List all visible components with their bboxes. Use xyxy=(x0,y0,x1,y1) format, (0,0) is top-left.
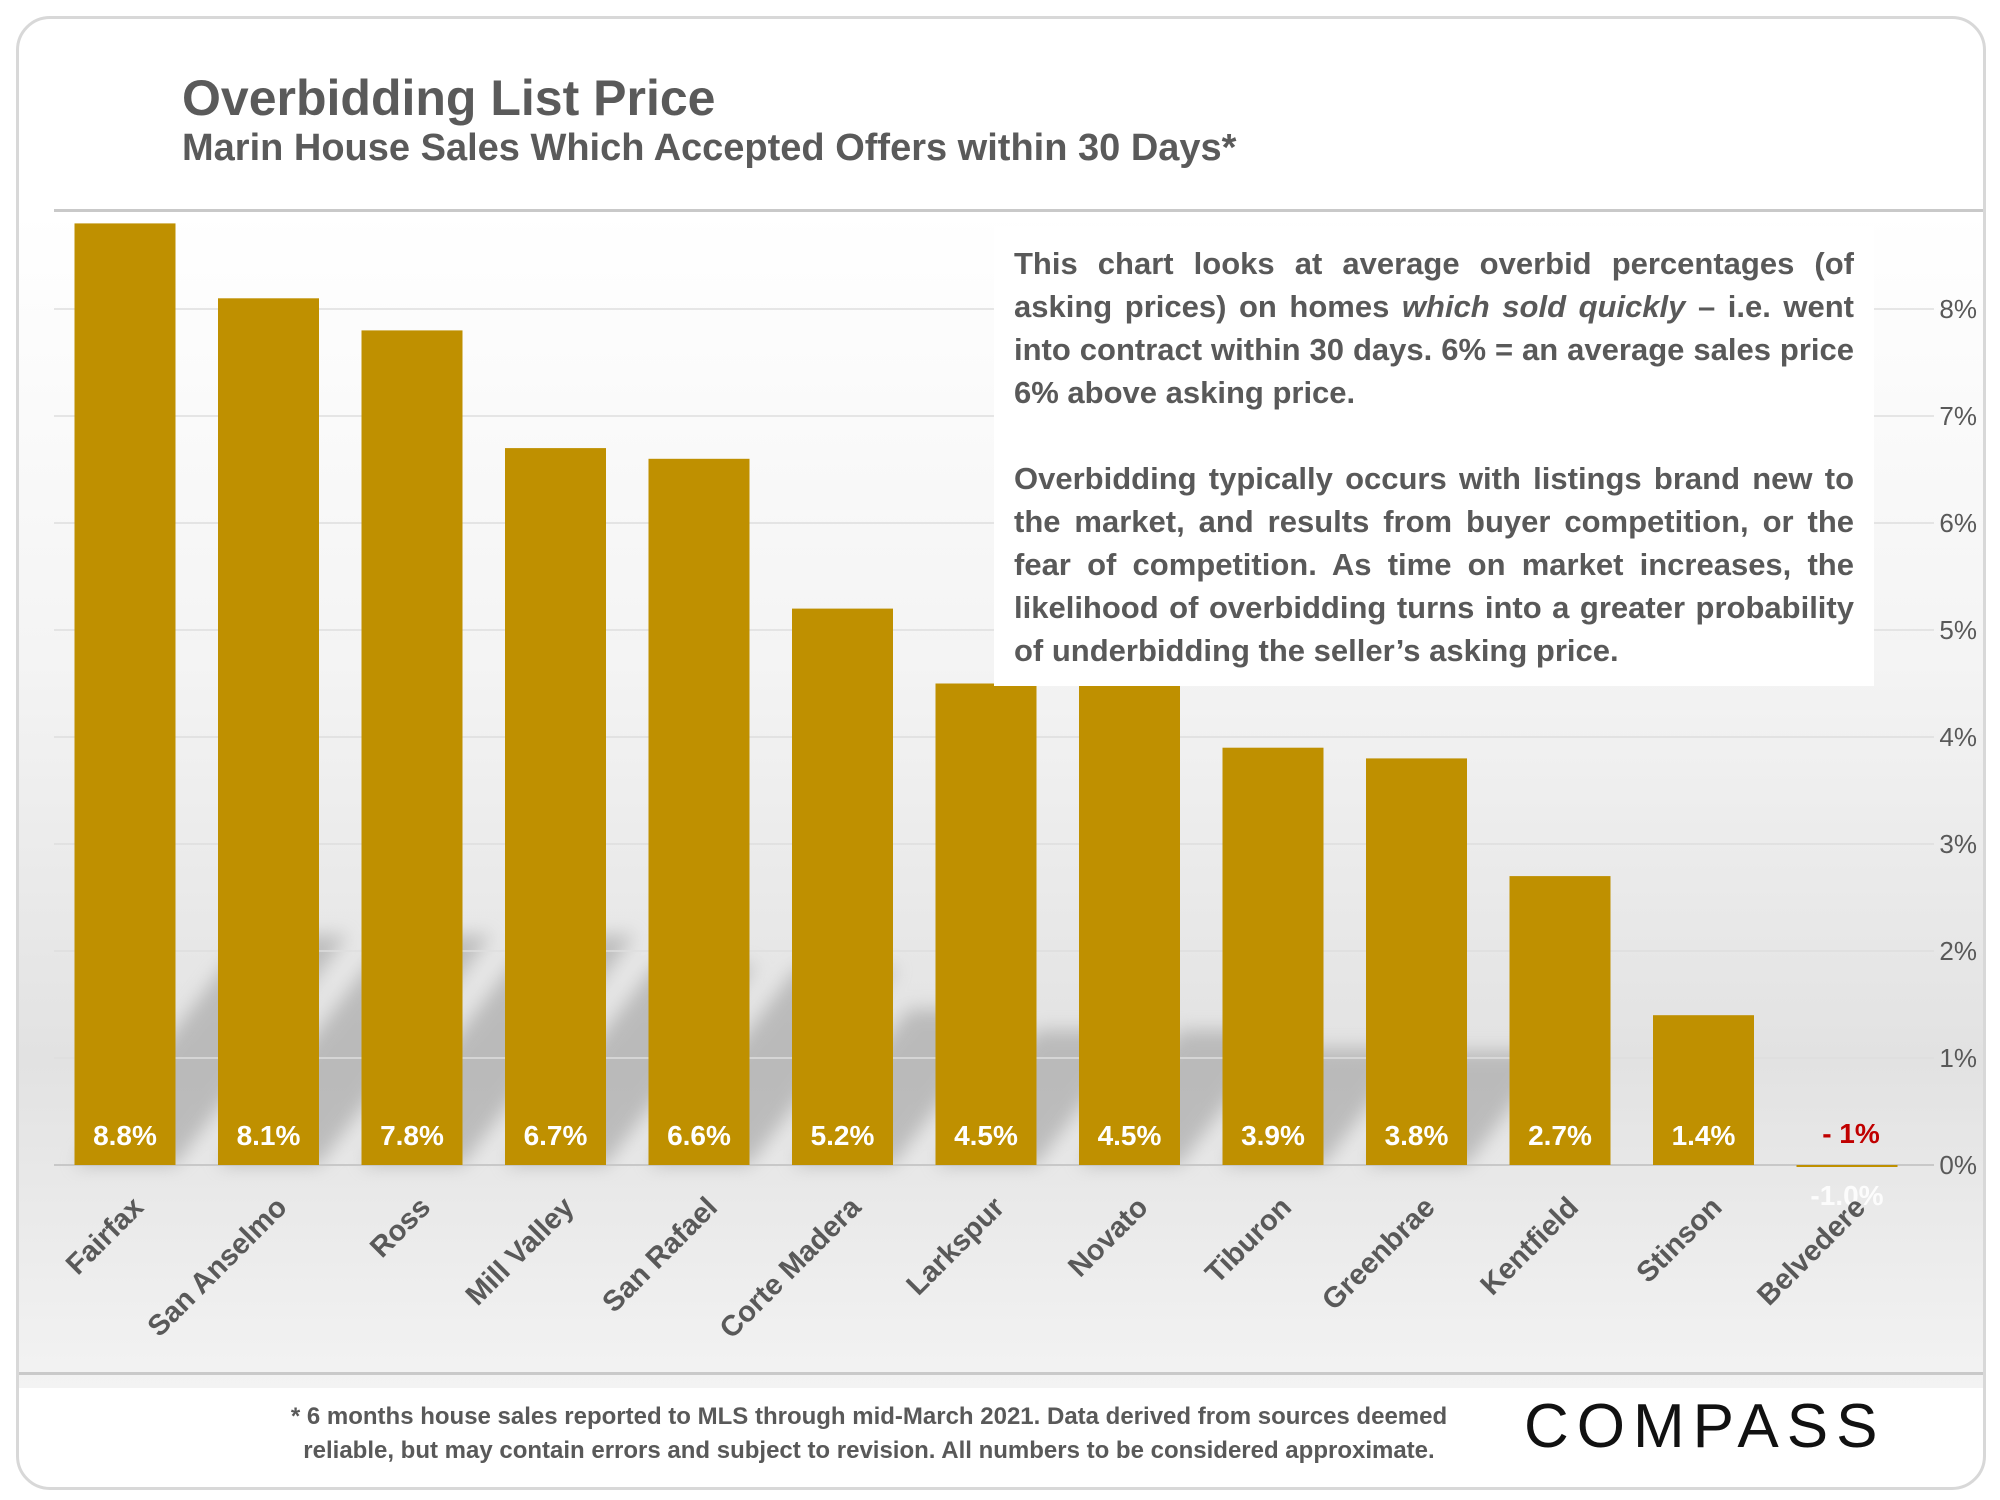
page-title: Overbidding List Price xyxy=(182,70,716,126)
y-tick-label: 3% xyxy=(1939,829,1977,859)
data-label: 8.1% xyxy=(237,1120,301,1151)
data-label: 1.4% xyxy=(1672,1120,1736,1151)
bar xyxy=(1079,683,1180,1165)
explanation-note: This chart looks at average overbid perc… xyxy=(994,226,1874,686)
data-label: 4.5% xyxy=(1098,1120,1162,1151)
y-axis-ticks: 0% 1% 2% 3% 4% 5% 6% 7% 8% xyxy=(1939,294,1977,1180)
footnote-line: * 6 months house sales reported to MLS t… xyxy=(290,1403,1448,1430)
bar xyxy=(1509,876,1611,1165)
bar xyxy=(218,298,319,1165)
bar xyxy=(935,683,1037,1165)
x-tick-label: Larkspur xyxy=(901,1191,1011,1301)
data-label: 8.8% xyxy=(93,1120,157,1151)
bar xyxy=(648,458,750,1165)
data-label: 2.7% xyxy=(1528,1120,1592,1151)
y-tick-label: 4% xyxy=(1939,722,1977,752)
bar xyxy=(792,608,893,1165)
chart-card: Overbidding List Price Marin House Sales… xyxy=(16,16,1986,1490)
note-paragraph-1: This chart looks at average overbid perc… xyxy=(1014,242,1854,414)
x-tick-label: Fairfax xyxy=(60,1191,150,1281)
x-tick-label: Greenbrae xyxy=(1316,1191,1441,1316)
x-tick-label: Mill Valley xyxy=(460,1191,581,1312)
x-tick-label: Stinson xyxy=(1631,1191,1729,1289)
y-tick-label: 5% xyxy=(1939,615,1977,645)
note-text: This chart looks at average overbid perc… xyxy=(1014,246,1854,324)
x-tick-label: Ross xyxy=(364,1191,437,1264)
y-tick-label: 1% xyxy=(1939,1043,1977,1073)
data-label: 6.6% xyxy=(667,1120,731,1151)
note-emphasis: which sold quickly xyxy=(1401,289,1686,324)
data-label: 5.2% xyxy=(811,1120,875,1151)
y-tick-label: 0% xyxy=(1939,1150,1977,1180)
data-label: -1.0% xyxy=(1810,1180,1883,1211)
x-tick-label: Kentfield xyxy=(1475,1191,1585,1301)
y-tick-label: 2% xyxy=(1939,936,1977,966)
bar-chart: 8.8% 8.1% 7.8% 6.7% 6.6% 5.2% 4.5% 4.5% 3.9% 3.8%… xyxy=(54,223,1977,1345)
footer-divider xyxy=(19,1372,1983,1375)
x-tick-label: Tiburon xyxy=(1199,1191,1298,1290)
bars xyxy=(74,223,1898,1167)
data-label: 3.9% xyxy=(1241,1120,1305,1151)
y-tick-label: 7% xyxy=(1939,401,1977,431)
y-tick-label: 6% xyxy=(1939,508,1977,538)
bar xyxy=(1796,1165,1898,1167)
bar xyxy=(505,448,606,1166)
data-label: 6.7% xyxy=(524,1120,588,1151)
y-tick-label: 8% xyxy=(1939,294,1977,324)
footnote-line: reliable, but may contain errors and sub… xyxy=(303,1437,1435,1464)
data-label: 4.5% xyxy=(954,1120,1018,1151)
bar xyxy=(361,330,463,1165)
data-label: 7.8% xyxy=(380,1120,444,1151)
bar xyxy=(1222,747,1324,1165)
compass-logo: COMPASS xyxy=(1524,1392,1886,1461)
bar xyxy=(1653,1015,1754,1165)
x-tick-label: Novato xyxy=(1062,1191,1154,1283)
note-paragraph-2: Overbidding typically occurs with listin… xyxy=(1014,461,1854,668)
x-tick-label: San Rafael xyxy=(596,1191,723,1318)
bar xyxy=(74,223,176,1165)
header-divider xyxy=(54,209,1983,212)
note-text: – i.e. went into contract within 30 days… xyxy=(1014,289,1854,410)
data-labels: 8.8% 8.1% 7.8% 6.7% 6.6% 5.2% 4.5% 4.5% 3.9% 3.8%… xyxy=(93,1118,1884,1211)
negative-callout-label: - 1% xyxy=(1822,1118,1880,1149)
bar xyxy=(1366,758,1467,1165)
x-tick-label: San Anselmo xyxy=(142,1191,294,1343)
footnote: * 6 months house sales reported to MLS t… xyxy=(219,1400,1519,1468)
x-tick-label: Corte Madera xyxy=(714,1191,868,1345)
data-label: 3.8% xyxy=(1385,1120,1449,1151)
page-subtitle: Marin House Sales Which Accepted Offers … xyxy=(182,127,1237,169)
